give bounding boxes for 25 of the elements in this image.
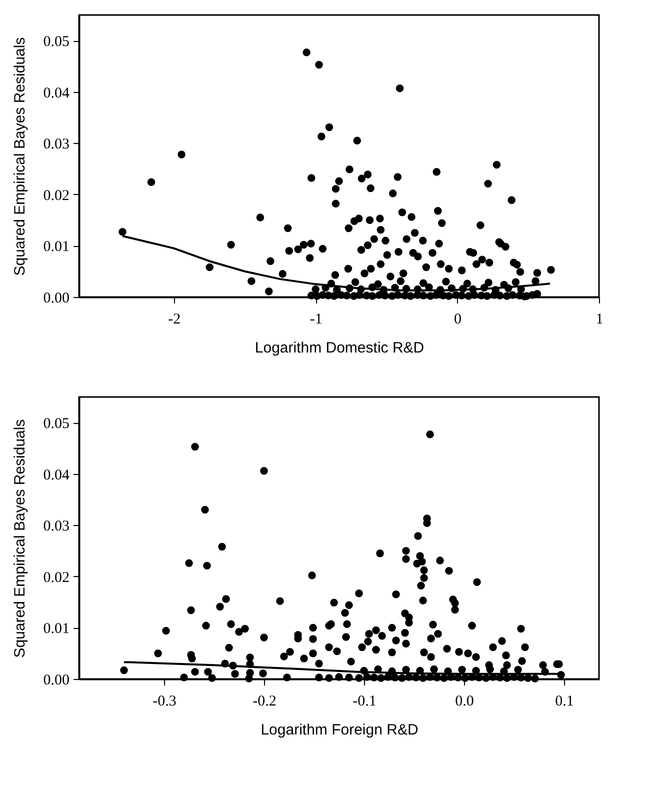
x-tick-label: 0 <box>454 312 462 328</box>
x-tick-label: 0.0 <box>455 694 474 710</box>
y-tick-label: 0.03 <box>43 136 70 153</box>
y-tick-label: 0.03 <box>43 518 70 535</box>
y-tick-label: 0.04 <box>43 85 70 102</box>
y-tick-label: 0.05 <box>43 34 70 50</box>
x-tick-label: -0.1 <box>352 694 376 710</box>
y-axis-title: Squared Empirical Bayes Residuals <box>11 37 28 276</box>
x-tick-label: -0.3 <box>152 694 176 710</box>
x-tick-label: -0.2 <box>252 694 276 710</box>
x-axis-title: Logarithm Foreign R&D <box>260 722 418 738</box>
y-axis-title: Squared Empirical Bayes Residuals <box>11 419 28 658</box>
y-tick-label: 0.00 <box>43 672 70 688</box>
x-tick-label: -2 <box>168 312 181 328</box>
x-tick-label: -1 <box>310 312 322 328</box>
y-tick-label: 0.05 <box>43 416 70 432</box>
y-tick-label: 0.04 <box>43 467 70 484</box>
y-tick-label: 0.01 <box>43 239 70 256</box>
y-tick-label: 0.02 <box>43 570 70 586</box>
x-tick-label: 0.1 <box>555 694 574 710</box>
x-axis-title: Logarithm Domestic R&D <box>254 340 424 356</box>
x-tick-label: 1 <box>596 312 604 328</box>
y-tick-label: 0.01 <box>43 621 70 638</box>
y-tick-label: 0.02 <box>43 188 70 204</box>
y-tick-label: 0.00 <box>43 290 70 306</box>
